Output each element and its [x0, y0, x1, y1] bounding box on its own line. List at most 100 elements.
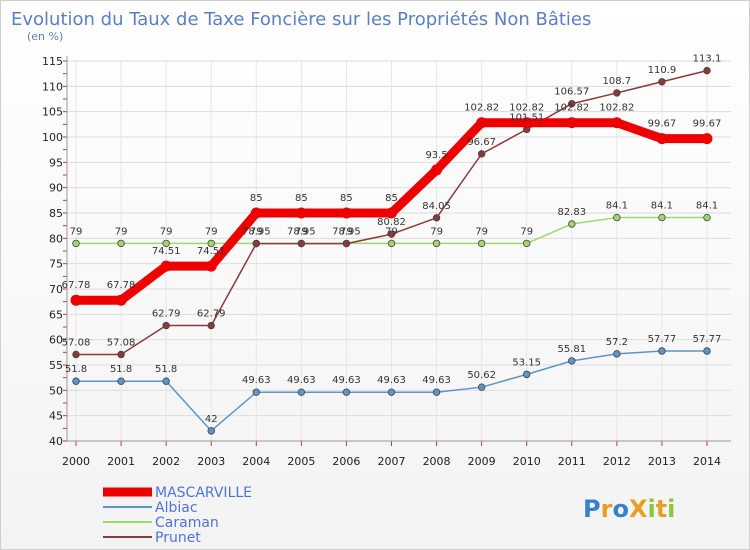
x-tick-label: 2009: [468, 455, 496, 468]
point-caraman: [477, 239, 486, 248]
data-label-prunet: 108.7: [603, 76, 632, 87]
data-label-mascarville: 74.51: [197, 246, 226, 257]
data-label-caraman: 79: [475, 226, 488, 237]
data-label-albiac: 57.77: [648, 334, 677, 345]
y-tick-label: 45: [49, 410, 63, 423]
point-mascarville: [295, 207, 307, 219]
data-label-albiac: 49.63: [287, 375, 316, 386]
data-label-mascarville: 67.78: [62, 280, 91, 291]
data-label-prunet: 84.05: [422, 201, 451, 212]
series-group: [70, 66, 713, 435]
data-label-caraman: 79: [115, 226, 128, 237]
point-prunet: [207, 321, 215, 330]
y-tick-label: 75: [49, 258, 63, 271]
data-label-caraman: 79: [430, 226, 443, 237]
x-tick-label: 2005: [287, 455, 315, 468]
x-tick-label: 2007: [378, 455, 406, 468]
data-label-caraman: 79: [250, 226, 263, 237]
y-tick-label: 55: [49, 359, 63, 372]
y-tick-label: 80: [49, 232, 63, 245]
y-tick-label: 60: [49, 334, 63, 347]
point-mascarville: [521, 117, 533, 129]
point-albiac: [162, 377, 170, 385]
data-label-albiac: 57.77: [693, 334, 722, 345]
point-albiac: [568, 357, 576, 365]
data-label-albiac: 51.8: [65, 364, 87, 375]
point-mascarville: [386, 207, 397, 219]
point-caraman: [568, 220, 576, 228]
x-tick-label: 2004: [242, 455, 270, 468]
data-label-mascarville: 102.82: [599, 103, 634, 114]
legend-label-mascarville: MASCARVILLE: [155, 485, 252, 501]
data-label-mascarville: 102.82: [554, 103, 589, 114]
point-mascarville: [160, 260, 172, 272]
data-label-mascarville: 85: [295, 193, 308, 204]
data-label-albiac: 55.81: [557, 344, 586, 355]
point-mascarville: [611, 117, 623, 129]
data-label-prunet: 80.82: [377, 217, 406, 228]
data-label-prunet: 62.79: [197, 309, 226, 320]
data-label-mascarville: 93.5: [425, 150, 447, 161]
point-prunet: [252, 239, 260, 248]
data-label-prunet: 62.79: [152, 309, 181, 320]
data-label-caraman: 82.83: [557, 207, 586, 218]
point-caraman: [523, 239, 531, 248]
point-mascarville: [70, 294, 82, 306]
data-label-albiac: 50.62: [467, 370, 496, 381]
point-caraman: [703, 213, 711, 222]
point-prunet: [72, 350, 80, 359]
data-label-mascarville: 74.51: [152, 246, 181, 257]
data-label-prunet: 101.51: [509, 112, 544, 123]
point-caraman: [72, 239, 80, 248]
point-caraman: [658, 213, 666, 222]
point-albiac: [477, 383, 486, 391]
y-tick-label: 90: [49, 182, 63, 195]
y-tick-label: 85: [49, 207, 63, 220]
point-prunet: [658, 78, 666, 86]
point-mascarville: [205, 260, 217, 272]
legend-label-albiac: Albiac: [155, 500, 198, 516]
x-tick-label: 2012: [603, 455, 631, 468]
data-label-caraman: 84.1: [606, 201, 628, 212]
point-caraman: [117, 239, 125, 248]
point-albiac: [432, 388, 441, 396]
svg-text:ProXiti: ProXiti: [583, 495, 675, 523]
x-tick-label: 2000: [62, 455, 90, 468]
data-label-caraman: 79: [160, 226, 173, 237]
axes: 40 45 50 55 60 65 70 75 80 85 90 95 100 105 110 115 2000…: [42, 55, 731, 468]
data-label-albiac: 51.8: [110, 364, 132, 375]
data-label-mascarville: 85: [250, 193, 263, 204]
point-caraman: [162, 239, 170, 248]
y-tick-label: 40: [49, 435, 63, 448]
data-label-albiac: 57.2: [606, 337, 628, 348]
chart-title: Evolution du Taux de Taxe Foncière sur l…: [11, 9, 591, 30]
data-label-caraman: 79: [205, 226, 218, 237]
data-label-prunet: 106.57: [554, 87, 589, 98]
point-prunet: [162, 321, 170, 330]
point-mascarville: [250, 207, 262, 219]
point-albiac: [207, 427, 215, 435]
x-tick-label: 2003: [197, 455, 225, 468]
data-labels: 79 79 79 79 79 79 79 79 79 79 79 82.83 84.1 84.1 84.1 5…: [62, 54, 722, 425]
point-albiac: [523, 370, 531, 379]
data-label-caraman: 79: [70, 226, 83, 237]
point-caraman: [387, 239, 396, 248]
point-mascarville: [566, 117, 578, 129]
data-label-albiac: 49.63: [332, 375, 361, 386]
point-mascarville: [476, 117, 488, 129]
data-label-caraman: 79: [385, 226, 398, 237]
point-mascarville: [115, 294, 127, 306]
data-label-caraman: 84.1: [696, 201, 718, 212]
proxiti-logo: ProXiti: [583, 495, 675, 523]
y-tick-label: 115: [42, 55, 63, 68]
point-albiac: [252, 388, 260, 396]
data-label-albiac: 49.63: [377, 375, 406, 386]
data-label-prunet: 78.95: [242, 227, 271, 238]
point-prunet: [703, 66, 711, 75]
chart-ylabel: (en %): [27, 30, 63, 43]
data-label-prunet: 57.08: [62, 337, 91, 348]
y-tick-label: 95: [49, 156, 63, 169]
data-label-caraman: 79: [520, 226, 533, 237]
data-label-albiac: 51.8: [155, 364, 177, 375]
